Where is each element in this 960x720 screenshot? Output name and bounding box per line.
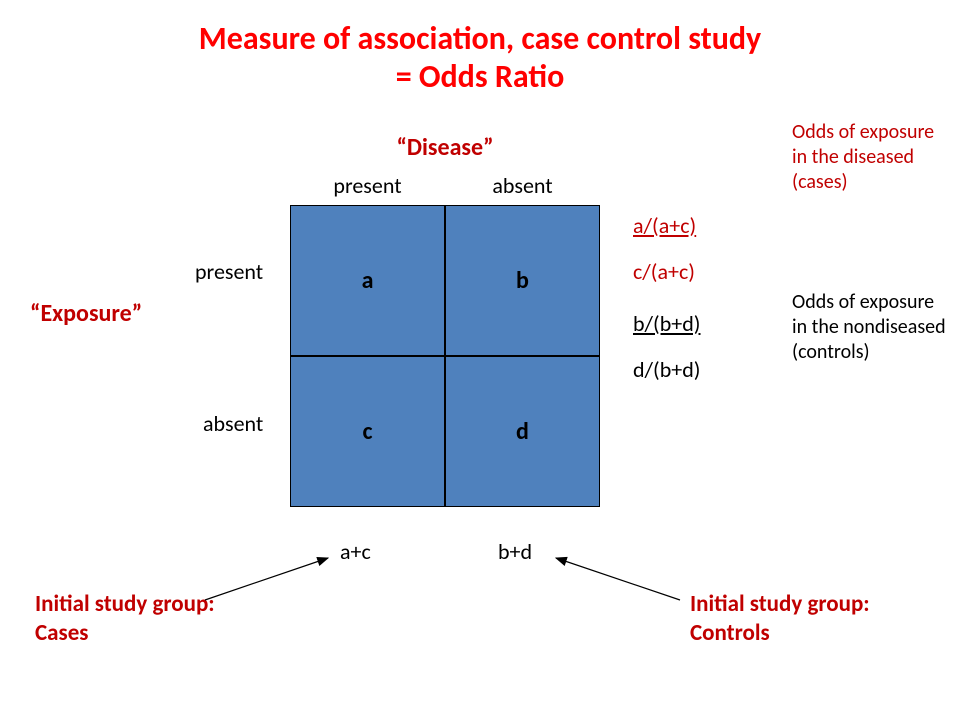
page-title: Measure of association, case control stu… — [0, 20, 960, 97]
cell-c: c — [290, 356, 445, 507]
odds-cases-frac1: a/(a+c) — [633, 212, 696, 239]
odds-controls-label: Odds of exposure in the nondiseased (con… — [792, 290, 947, 365]
odds-controls-frac1: b/(b+d) — [633, 310, 700, 337]
total-col1: a+c — [340, 538, 371, 565]
group-controls: Initial study group: Controls — [690, 590, 930, 648]
odds-cases-label: Odds of exposure in the diseased (cases) — [792, 120, 937, 195]
group-cases: Initial study group: Cases — [35, 590, 235, 648]
exposure-header: “Exposure” — [30, 299, 142, 328]
row-present: present — [195, 258, 263, 285]
col-present: present — [290, 172, 445, 199]
cell-a: a — [290, 205, 445, 356]
odds-cases-frac2: c/(a+c) — [633, 258, 695, 285]
col-absent: absent — [445, 172, 600, 199]
cell-d: d — [445, 356, 600, 507]
cell-b: b — [445, 205, 600, 356]
odds-controls-frac2: d/(b+d) — [633, 356, 700, 383]
title-line2: = Odds Ratio — [396, 57, 565, 96]
row-absent: absent — [203, 410, 263, 437]
disease-header: “Disease” — [290, 133, 600, 162]
title-line1: Measure of association, case control stu… — [199, 19, 761, 58]
total-col2: b+d — [498, 538, 532, 565]
